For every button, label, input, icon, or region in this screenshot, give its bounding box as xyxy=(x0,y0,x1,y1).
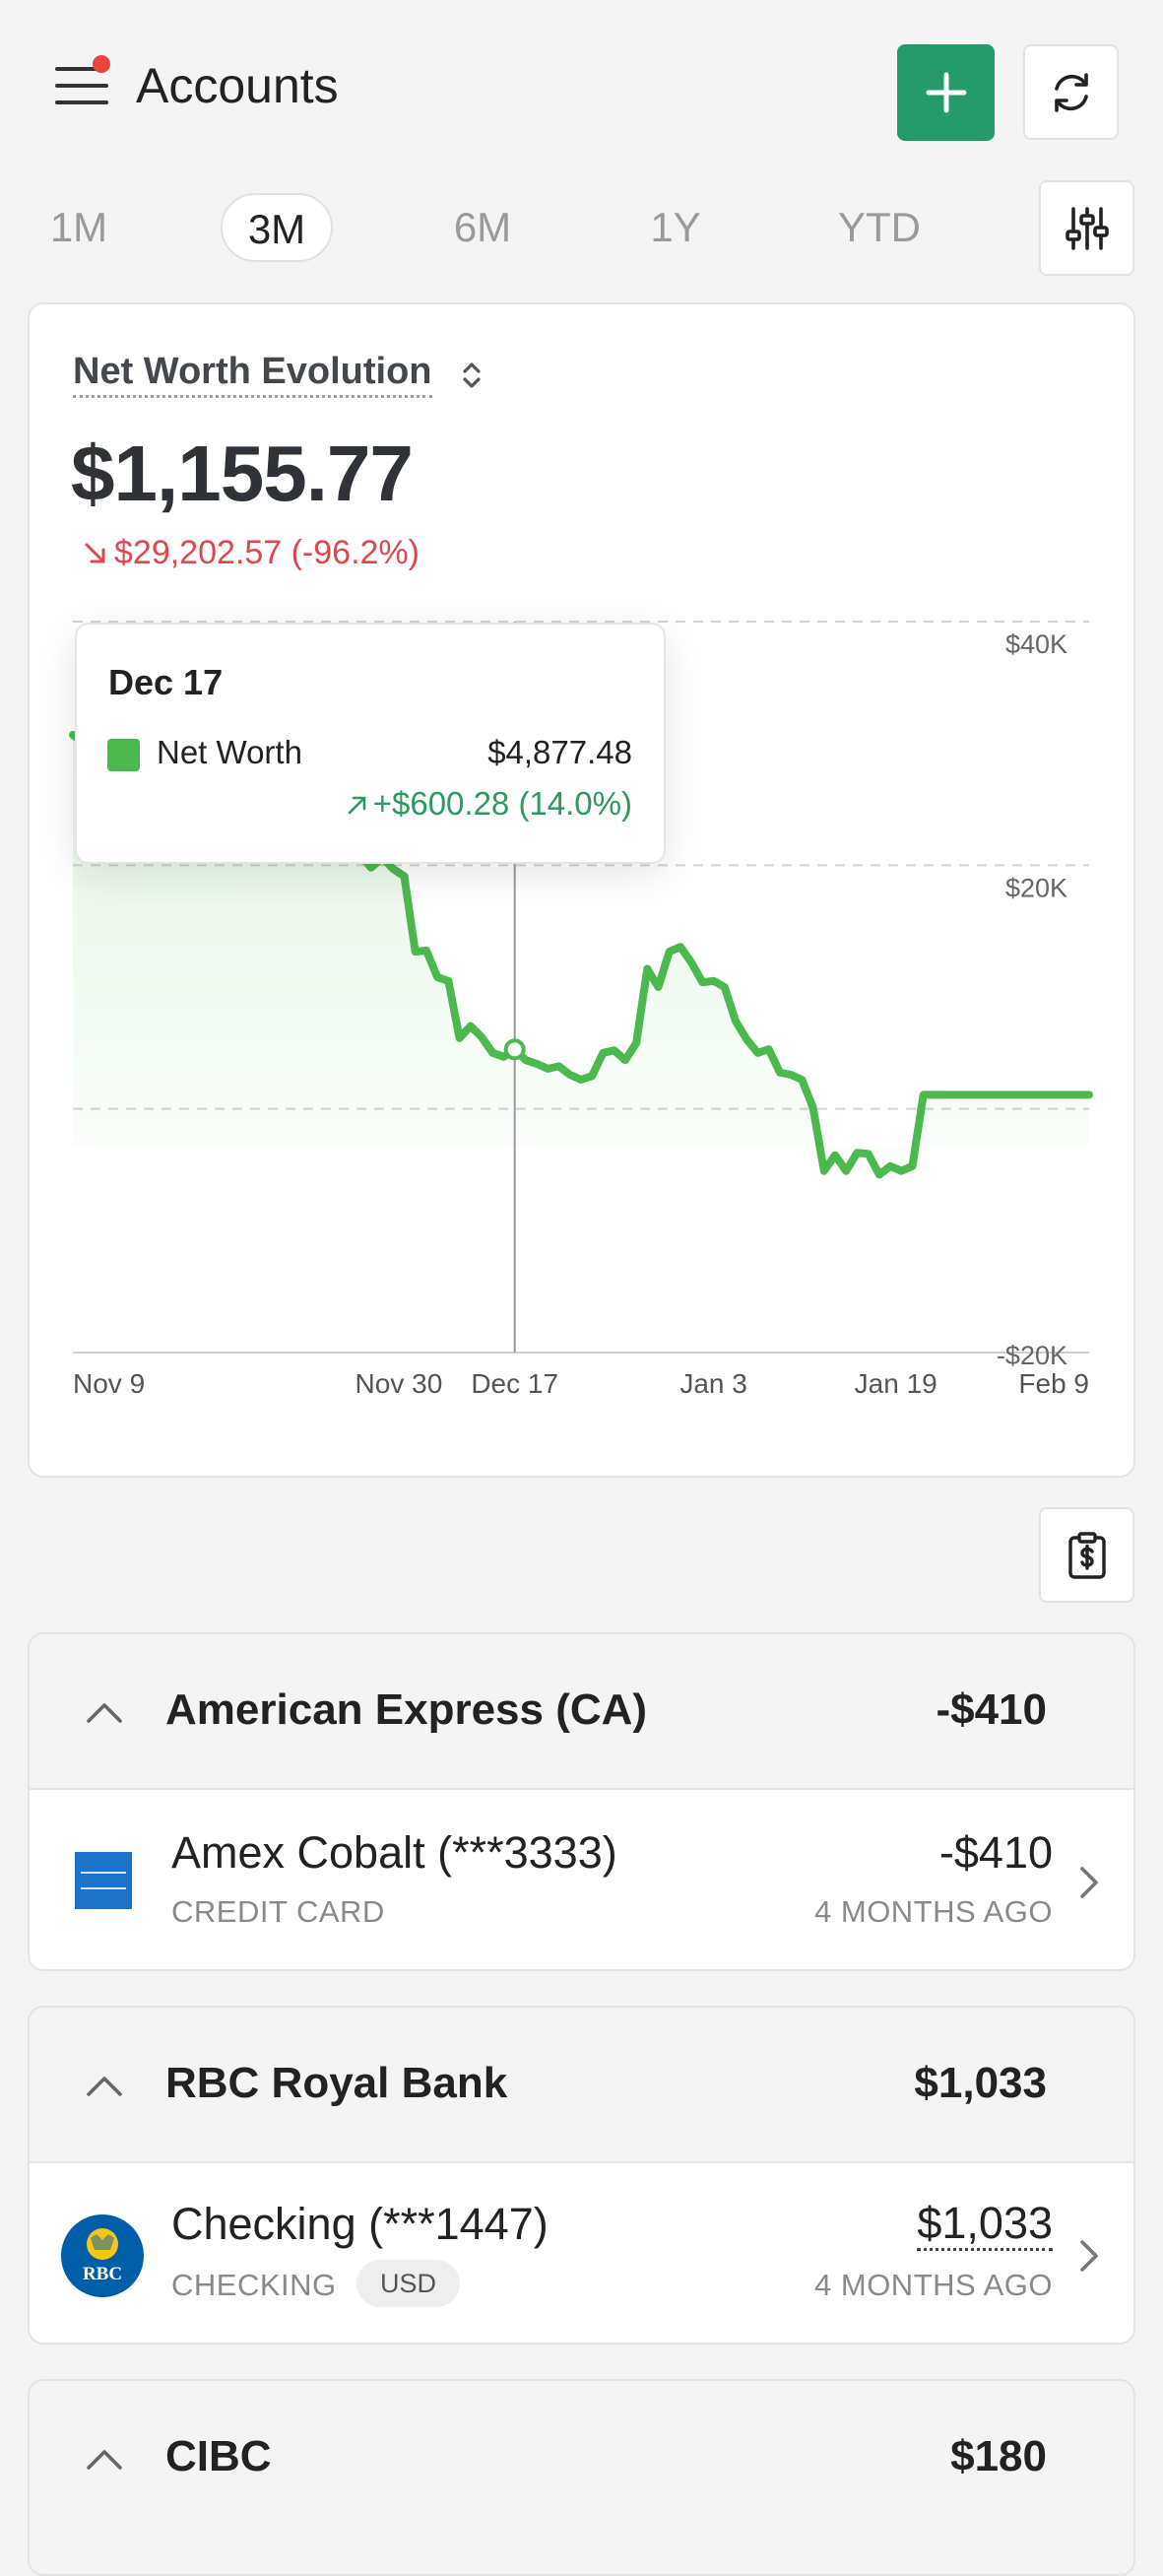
chevron-updown-icon[interactable] xyxy=(461,361,483,398)
x-tick-label: Jan 3 xyxy=(679,1368,747,1399)
tab-6m[interactable]: 6M xyxy=(453,204,512,250)
menu-button[interactable] xyxy=(55,55,110,108)
account-balance: -$410 xyxy=(938,1827,1053,1878)
export-button[interactable] xyxy=(1039,1507,1134,1603)
chevron-up-icon[interactable] xyxy=(85,2071,124,2100)
account-group-amex: American Express (CA) -$410 Amex Cobalt … xyxy=(28,1632,1135,1971)
tab-3m[interactable]: 3M xyxy=(221,193,333,262)
net-worth-change: $29,202.57 (-96.2%) xyxy=(83,534,420,572)
account-group-total: $180 xyxy=(950,2432,1047,2480)
y-tick-label: $40K xyxy=(1005,629,1067,659)
arrow-down-right-icon xyxy=(85,543,105,563)
account-name: Amex Cobalt (***3333) xyxy=(171,1827,617,1878)
account-updated: 4 MONTHS AGO xyxy=(814,2268,1053,2302)
x-tick-label: Feb 9 xyxy=(1018,1368,1089,1399)
tooltip-date: Dec 17 xyxy=(108,662,224,702)
tooltip-series-label: Net Worth xyxy=(157,734,302,770)
account-group-name: CIBC xyxy=(165,2432,272,2480)
amex-logo-icon xyxy=(75,1852,132,1909)
chart-type-selector[interactable]: Net Worth Evolution xyxy=(73,351,432,398)
highlight-point xyxy=(503,1038,526,1061)
chevron-up-icon[interactable] xyxy=(85,2444,124,2474)
rbc-logo-icon: RBC xyxy=(61,2214,144,2297)
account-group-header[interactable]: CIBC $180 xyxy=(30,2381,1133,2574)
page-title: Accounts xyxy=(136,58,339,113)
account-group-name: American Express (CA) xyxy=(165,1685,648,1734)
account-group-cibc: CIBC $180 xyxy=(28,2379,1135,2576)
account-group-header[interactable]: American Express (CA) -$410 xyxy=(30,1634,1133,1790)
tooltip-series-change-text: +$600.28 (14.0%) xyxy=(372,785,632,822)
chevron-up-icon[interactable] xyxy=(85,1697,124,1727)
y-tick-label: -$20K xyxy=(997,1341,1067,1370)
account-row[interactable]: Amex Cobalt (***3333) CREDIT CARD -$410 … xyxy=(30,1790,1133,1969)
account-group-rbc: RBC Royal Bank $1,033 RBC Checking (***1… xyxy=(28,2006,1135,2345)
plus-icon xyxy=(926,72,966,113)
notification-dot xyxy=(93,55,110,73)
account-group-total: -$410 xyxy=(936,1685,1047,1734)
currency-badge: USD xyxy=(356,2260,461,2307)
add-account-button[interactable] xyxy=(897,44,995,141)
account-type: CREDIT CARD xyxy=(171,1894,385,1929)
account-balance[interactable]: $1,033 xyxy=(917,2199,1053,2251)
account-row[interactable]: RBC Checking (***1447) CHECKING USD $1,0… xyxy=(30,2163,1133,2343)
chevron-right-icon xyxy=(1080,1867,1098,1898)
tooltip-series-swatch xyxy=(107,739,140,771)
tab-1y[interactable]: 1Y xyxy=(650,204,701,250)
tooltip-series-value: $4,877.48 xyxy=(487,734,632,770)
tab-1m[interactable]: 1M xyxy=(49,204,108,250)
x-tick-label: Nov 9 xyxy=(73,1368,145,1399)
tooltip-series-change: +$600.28 (14.0%) xyxy=(346,785,632,823)
x-tick-label: Jan 19 xyxy=(855,1368,937,1399)
chevron-right-icon xyxy=(1080,2240,1098,2272)
account-updated: 4 MONTHS AGO xyxy=(814,1894,1053,1929)
svg-text:RBC: RBC xyxy=(83,2264,122,2284)
x-tick-label: Nov 30 xyxy=(355,1368,443,1399)
arrow-up-right-icon xyxy=(348,796,366,815)
y-tick-label: $20K xyxy=(1005,873,1067,902)
refresh-button[interactable] xyxy=(1023,44,1119,140)
account-type: CHECKING xyxy=(171,2268,337,2302)
clipboard-dollar-icon xyxy=(1067,1531,1106,1579)
tab-ytd[interactable]: YTD xyxy=(838,204,921,250)
x-tick-label: Dec 17 xyxy=(471,1368,558,1399)
account-group-header[interactable]: RBC Royal Bank $1,033 xyxy=(30,2008,1133,2163)
net-worth-value: $1,155.77 xyxy=(71,429,414,517)
account-group-total: $1,033 xyxy=(914,2059,1047,2107)
account-name: Checking (***1447) xyxy=(171,2199,549,2249)
account-group-name: RBC Royal Bank xyxy=(165,2059,508,2107)
chart-tooltip xyxy=(75,623,666,864)
net-worth-change-text: $29,202.57 (-96.2%) xyxy=(114,534,420,571)
refresh-icon xyxy=(1054,72,1088,112)
filter-button[interactable] xyxy=(1039,180,1134,276)
sliders-icon xyxy=(1065,206,1109,250)
